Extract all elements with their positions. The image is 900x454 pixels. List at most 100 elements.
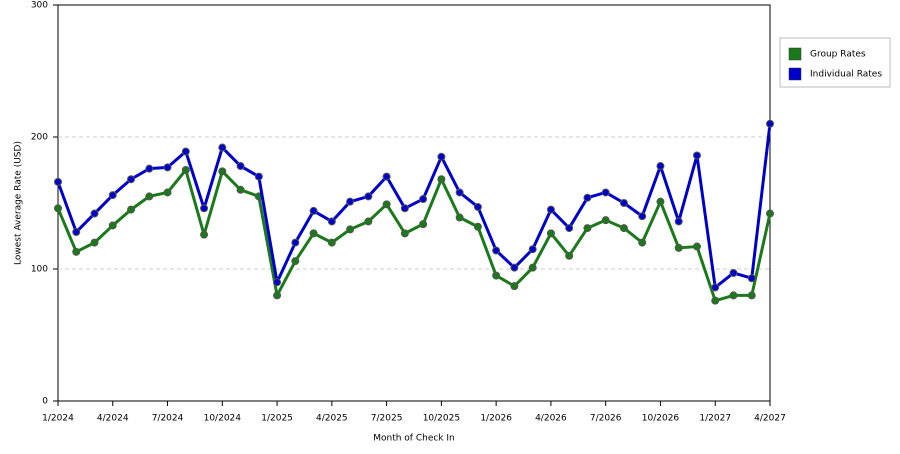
series-line <box>56 123 772 289</box>
point <box>492 271 501 280</box>
point <box>419 220 428 229</box>
point <box>236 185 245 194</box>
point <box>638 238 647 247</box>
point <box>382 172 391 181</box>
point <box>127 205 136 214</box>
x-tick-label: 10/2024 <box>204 414 242 424</box>
point <box>546 205 555 214</box>
point <box>291 238 300 247</box>
point <box>145 192 154 201</box>
legend-label: Group Rates <box>810 50 866 60</box>
point <box>200 230 209 239</box>
point <box>747 274 756 283</box>
point <box>72 247 81 256</box>
point <box>638 212 647 221</box>
point <box>747 291 756 300</box>
point <box>218 167 227 176</box>
series-line <box>56 168 772 303</box>
x-tick-label: 1/2024 <box>42 414 74 424</box>
point <box>327 217 336 226</box>
point <box>346 225 355 234</box>
y-tick-label: 100 <box>31 265 48 275</box>
y-tick-label: 0 <box>42 397 48 407</box>
point <box>364 192 373 201</box>
point <box>218 143 227 152</box>
point <box>510 263 519 272</box>
x-tick-label: 4/2027 <box>754 414 786 424</box>
point <box>346 197 355 206</box>
point <box>273 291 282 300</box>
point <box>565 251 574 260</box>
x-tick-label: 7/2025 <box>371 414 403 424</box>
point <box>127 175 136 184</box>
point <box>90 209 99 218</box>
point <box>90 238 99 247</box>
point <box>236 162 245 171</box>
point <box>108 221 117 230</box>
point <box>145 164 154 173</box>
point <box>656 197 665 206</box>
point <box>309 229 318 238</box>
point <box>729 291 738 300</box>
point <box>364 217 373 226</box>
point <box>766 209 774 218</box>
point <box>400 204 409 213</box>
point <box>163 188 172 197</box>
point <box>254 172 263 181</box>
point <box>711 283 720 292</box>
point <box>492 246 501 255</box>
point <box>601 216 610 225</box>
x-tick-label: 7/2026 <box>590 414 622 424</box>
point <box>510 282 519 291</box>
point <box>473 202 482 211</box>
x-axis-title: Month of Check In <box>373 434 455 444</box>
point <box>108 191 117 200</box>
x-tick-label: 1/2025 <box>261 414 293 424</box>
point <box>273 278 282 287</box>
point <box>437 175 446 184</box>
point <box>455 188 464 197</box>
point <box>711 296 720 305</box>
x-tick-label: 10/2026 <box>642 414 680 424</box>
x-tick-label: 4/2024 <box>97 414 129 424</box>
point <box>656 162 665 171</box>
point <box>291 257 300 266</box>
point <box>546 229 555 238</box>
legend-swatch <box>788 47 802 61</box>
x-tick-label: 4/2025 <box>316 414 348 424</box>
point <box>674 243 683 252</box>
y-tick-label: 300 <box>31 1 48 11</box>
y-axis-title: Lowest Average Rate (USD) <box>14 141 24 265</box>
point <box>200 204 209 213</box>
point <box>528 263 537 272</box>
point <box>455 213 464 222</box>
point <box>437 152 446 161</box>
point <box>583 224 592 233</box>
point <box>419 195 428 204</box>
x-tick-label: 7/2024 <box>152 414 184 424</box>
point <box>692 242 701 251</box>
point <box>54 204 62 213</box>
point <box>692 151 701 160</box>
point <box>565 224 574 233</box>
point <box>54 177 62 186</box>
legend-swatch <box>788 67 802 81</box>
x-tick-label: 1/2027 <box>699 414 731 424</box>
y-tick-label: 200 <box>31 133 48 143</box>
x-tick-label: 10/2025 <box>423 414 460 424</box>
point <box>619 224 628 233</box>
point <box>766 119 774 128</box>
point <box>382 200 391 209</box>
point <box>327 238 336 247</box>
point <box>674 217 683 226</box>
legend-label: Individual Rates <box>810 70 882 80</box>
point <box>729 268 738 277</box>
point <box>181 166 190 174</box>
point <box>583 193 592 202</box>
point <box>473 222 482 231</box>
x-tick-label: 1/2026 <box>480 414 512 424</box>
x-tick-label: 4/2026 <box>535 414 567 424</box>
point <box>601 188 610 197</box>
point <box>528 245 537 254</box>
